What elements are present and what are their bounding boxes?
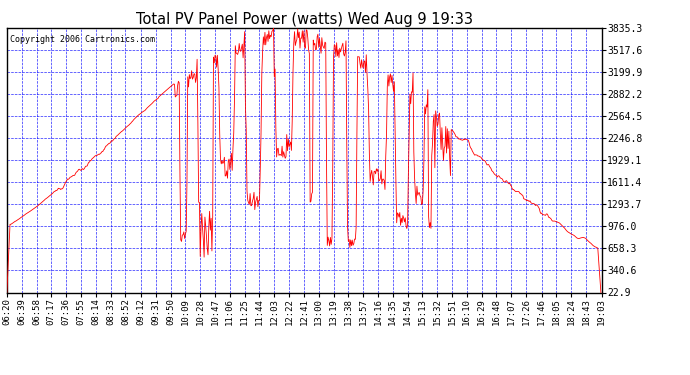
Text: Copyright 2006 Cartronics.com: Copyright 2006 Cartronics.com (10, 35, 155, 44)
Title: Total PV Panel Power (watts) Wed Aug 9 19:33: Total PV Panel Power (watts) Wed Aug 9 1… (136, 12, 473, 27)
